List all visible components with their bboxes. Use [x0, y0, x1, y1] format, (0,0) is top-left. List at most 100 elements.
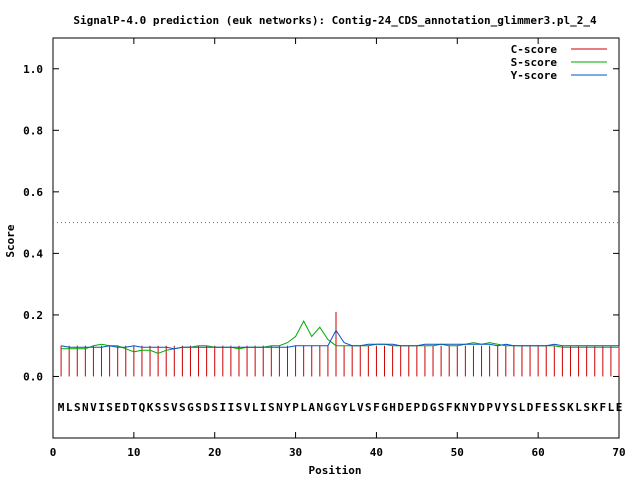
- sequence-residue: S: [365, 401, 372, 414]
- x-tick-label: 30: [289, 446, 302, 459]
- legend-label: C-score: [511, 43, 558, 56]
- x-tick-label: 40: [370, 446, 383, 459]
- y-axis: 0.0 0.2 0.4 0.6 0.8 1.0: [23, 63, 619, 383]
- plot-border: [52, 37, 620, 439]
- sequence-residue: S: [268, 401, 275, 414]
- y-tick-label: 0.0: [23, 370, 43, 383]
- sequence-residue: P: [292, 401, 299, 414]
- y-axis-label: Score: [4, 224, 17, 257]
- sequence-residue: L: [252, 401, 259, 414]
- sequence-residue: F: [373, 401, 380, 414]
- x-tick-label: 70: [612, 446, 625, 459]
- sequence-residue: I: [260, 401, 267, 414]
- sequence-residue: A: [308, 401, 315, 414]
- sequence-residue: N: [462, 401, 469, 414]
- sequence-residue: K: [454, 401, 461, 414]
- sequence-residue: L: [66, 401, 73, 414]
- sequence-residue: S: [179, 401, 186, 414]
- sequence-residue: V: [494, 401, 501, 414]
- sequence-residue: G: [430, 401, 437, 414]
- sequence-residue: S: [438, 401, 445, 414]
- sequence-residue: I: [228, 401, 235, 414]
- sequence-residue: L: [608, 401, 615, 414]
- sequence-residue: L: [575, 401, 582, 414]
- sequence-residue: S: [163, 401, 170, 414]
- sequence-residue: S: [211, 401, 218, 414]
- sequence-residue: G: [381, 401, 388, 414]
- sequence-residue: D: [397, 401, 404, 414]
- sequence-residue: T: [131, 401, 138, 414]
- x-tick-label: 50: [451, 446, 464, 459]
- sequence-residue: S: [511, 401, 518, 414]
- sequence-residue: Y: [284, 401, 291, 414]
- sequence-residue: S: [106, 401, 113, 414]
- y-tick-label: 0.4: [23, 247, 43, 260]
- sequence-residue: N: [276, 401, 283, 414]
- sequence-residue: E: [114, 401, 121, 414]
- sequence-residue: V: [171, 401, 178, 414]
- sequence-residue: L: [300, 401, 307, 414]
- sequence-residue: P: [414, 401, 421, 414]
- x-tick-label: 10: [127, 446, 140, 459]
- sequence-residue: E: [543, 401, 550, 414]
- chart-title: SignalP-4.0 prediction (euk networks): C…: [73, 14, 597, 27]
- sequence-residue: Y: [341, 401, 348, 414]
- sequence-residue: G: [325, 401, 332, 414]
- sequence-residue: G: [187, 401, 194, 414]
- c-score-series: [60, 311, 620, 377]
- sequence-residue: S: [559, 401, 566, 414]
- x-tick-label: 20: [208, 446, 221, 459]
- sequence-residue: Q: [139, 401, 146, 414]
- y-tick-label: 0.2: [23, 309, 43, 322]
- legend-label: S-score: [511, 56, 558, 69]
- sequence-residue: D: [422, 401, 429, 414]
- sequence-residue: H: [389, 401, 396, 414]
- sequence-residue: L: [519, 401, 526, 414]
- sequence-residue: V: [357, 401, 364, 414]
- sequence-residue: Y: [502, 401, 509, 414]
- sequence-residue: L: [349, 401, 356, 414]
- y-tick-label: 0.8: [23, 124, 43, 137]
- line-series-layer: [61, 320, 619, 354]
- sequence-residue: I: [98, 401, 105, 414]
- sequence-residue: S: [155, 401, 162, 414]
- sequence-residue: S: [74, 401, 81, 414]
- sequence-residue: D: [122, 401, 129, 414]
- sequence-residue: I: [219, 401, 226, 414]
- sequence-residue: K: [591, 401, 598, 414]
- sequence-residue: N: [82, 401, 89, 414]
- sequence-residue: N: [317, 401, 324, 414]
- sequence-residue: D: [527, 401, 534, 414]
- sequence-residue: S: [236, 401, 243, 414]
- y-tick-label: 0.6: [23, 186, 43, 199]
- sequence-residue: G: [333, 401, 340, 414]
- sequence-residue: Y: [470, 401, 477, 414]
- sequence-residue: F: [535, 401, 542, 414]
- plot-frame: [52, 37, 620, 439]
- sequence-residue: S: [195, 401, 202, 414]
- sequence-residue: K: [567, 401, 574, 414]
- x-tick-label: 0: [50, 446, 57, 459]
- x-axis-label: Position: [309, 464, 362, 477]
- x-tick-label: 60: [532, 446, 545, 459]
- sequence-residue: K: [147, 401, 154, 414]
- sequence-residue: F: [600, 401, 607, 414]
- x-axis: 0 10 20 30 40 50 60 70: [50, 38, 626, 459]
- sequence-residue: P: [486, 401, 493, 414]
- sequence-residue: E: [405, 401, 412, 414]
- sequence-residue: S: [551, 401, 558, 414]
- sequence-residue: V: [90, 401, 97, 414]
- sequence-residue: F: [446, 401, 453, 414]
- sequence-residue: D: [203, 401, 210, 414]
- y-tick-label: 1.0: [23, 63, 43, 76]
- sequence-residue: M: [58, 401, 65, 414]
- legend-label: Y-score: [511, 69, 558, 82]
- sequence-residue: D: [478, 401, 485, 414]
- sequence-residue: S: [583, 401, 590, 414]
- y-scoreline: [61, 329, 619, 350]
- sequence-residue: E: [616, 401, 623, 414]
- sequence-residue: V: [244, 401, 251, 414]
